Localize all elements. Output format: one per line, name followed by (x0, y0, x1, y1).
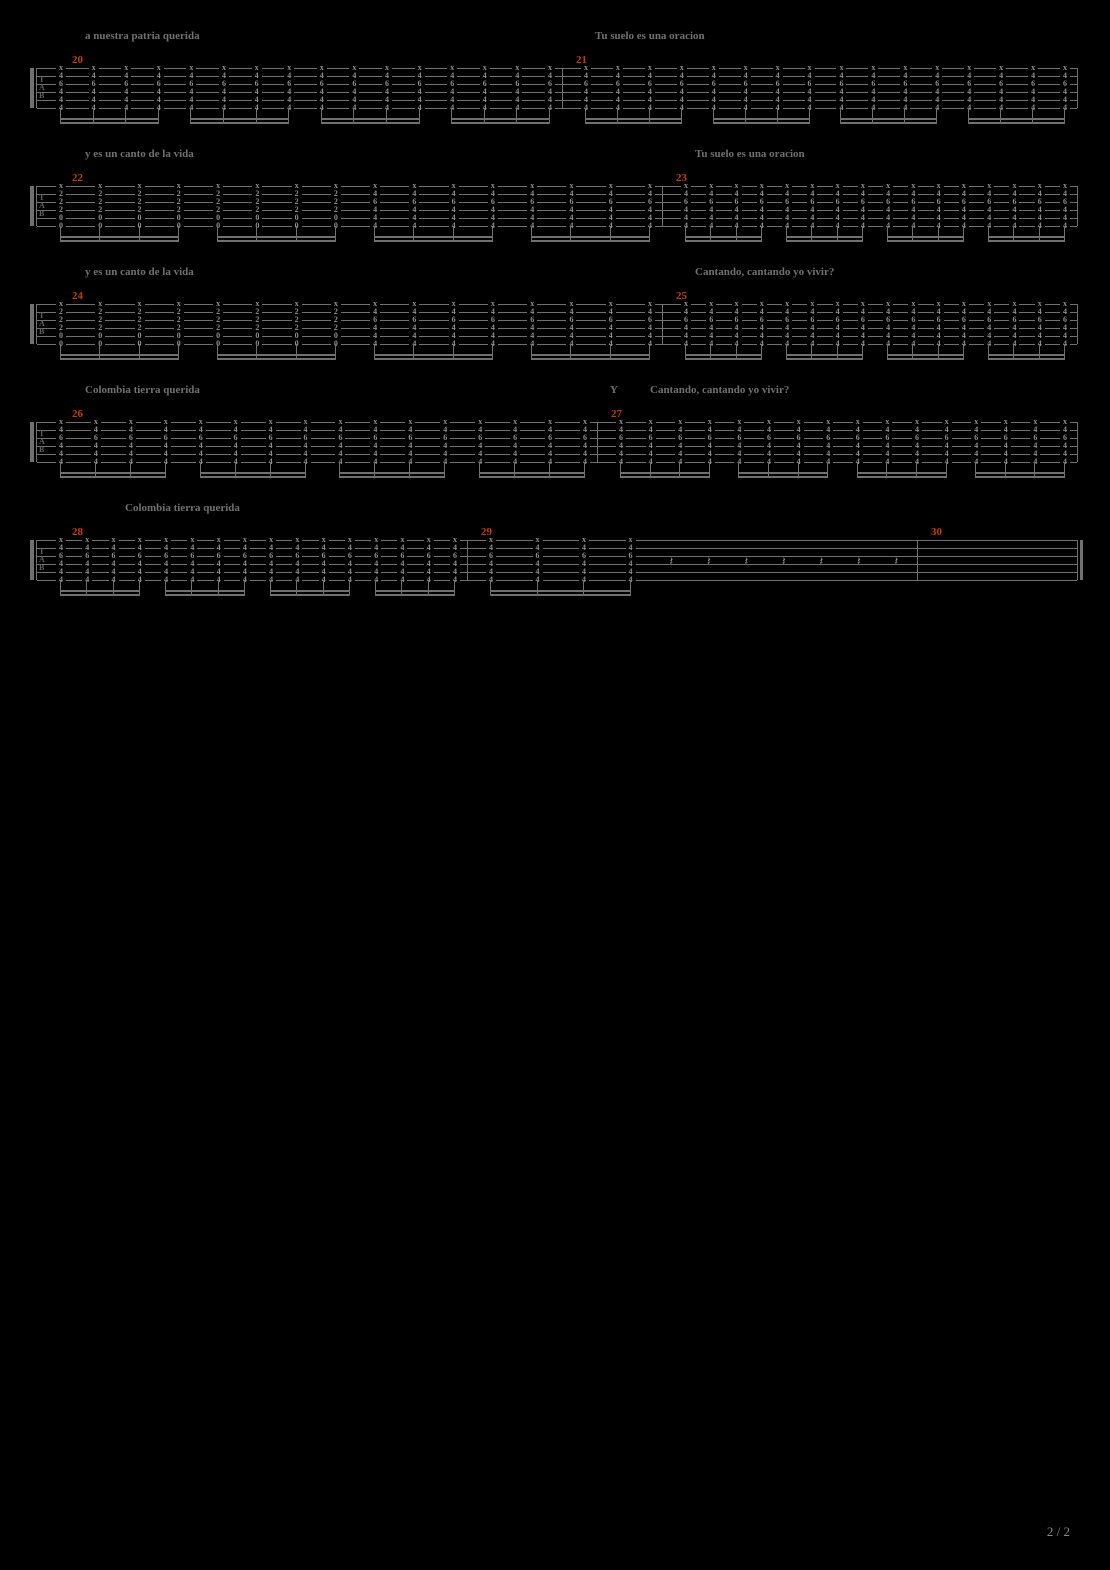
lyric-text: Cantando, cantando yo vivir? (650, 384, 789, 396)
lyric-text: Tu suelo es una oracion (595, 30, 705, 42)
lyric-text: y es un canto de la vida (85, 148, 194, 160)
lyric-text: Colombia tierra querida (85, 384, 200, 396)
tab-system: Colombia tierra querida282930TABx46444x4… (30, 502, 1080, 580)
tab-system: y es un canto de la vida Tu suelo es una … (30, 148, 1080, 226)
measure-number: 30 (931, 526, 942, 538)
tab-system: y es un canto de la vida Cantando, cantan… (30, 266, 1080, 344)
tab-system: a nuestra patria querida Tu suelo es una … (30, 30, 1080, 108)
lyric-text: Colombia tierra querida (125, 502, 240, 514)
tab-system: Colombia tierra querida Y Cantando, cantan… (30, 384, 1080, 462)
measure-number: 24 (72, 290, 83, 302)
lyric-text: Y (610, 384, 618, 396)
lyric-text: y es un canto de la vida (85, 266, 194, 278)
measure-number: 20 (72, 54, 83, 66)
lyric-text: Cantando, cantando yo vivir? (695, 266, 834, 278)
measure-number: 26 (72, 408, 83, 420)
lyric-text: Tu suelo es una oracion (695, 148, 805, 160)
measure-number: 22 (72, 172, 83, 184)
tab-page: a nuestra patria querida Tu suelo es una … (0, 0, 1110, 580)
lyric-text: a nuestra patria querida (85, 30, 200, 42)
page-number: 2 / 2 (1047, 1524, 1070, 1540)
